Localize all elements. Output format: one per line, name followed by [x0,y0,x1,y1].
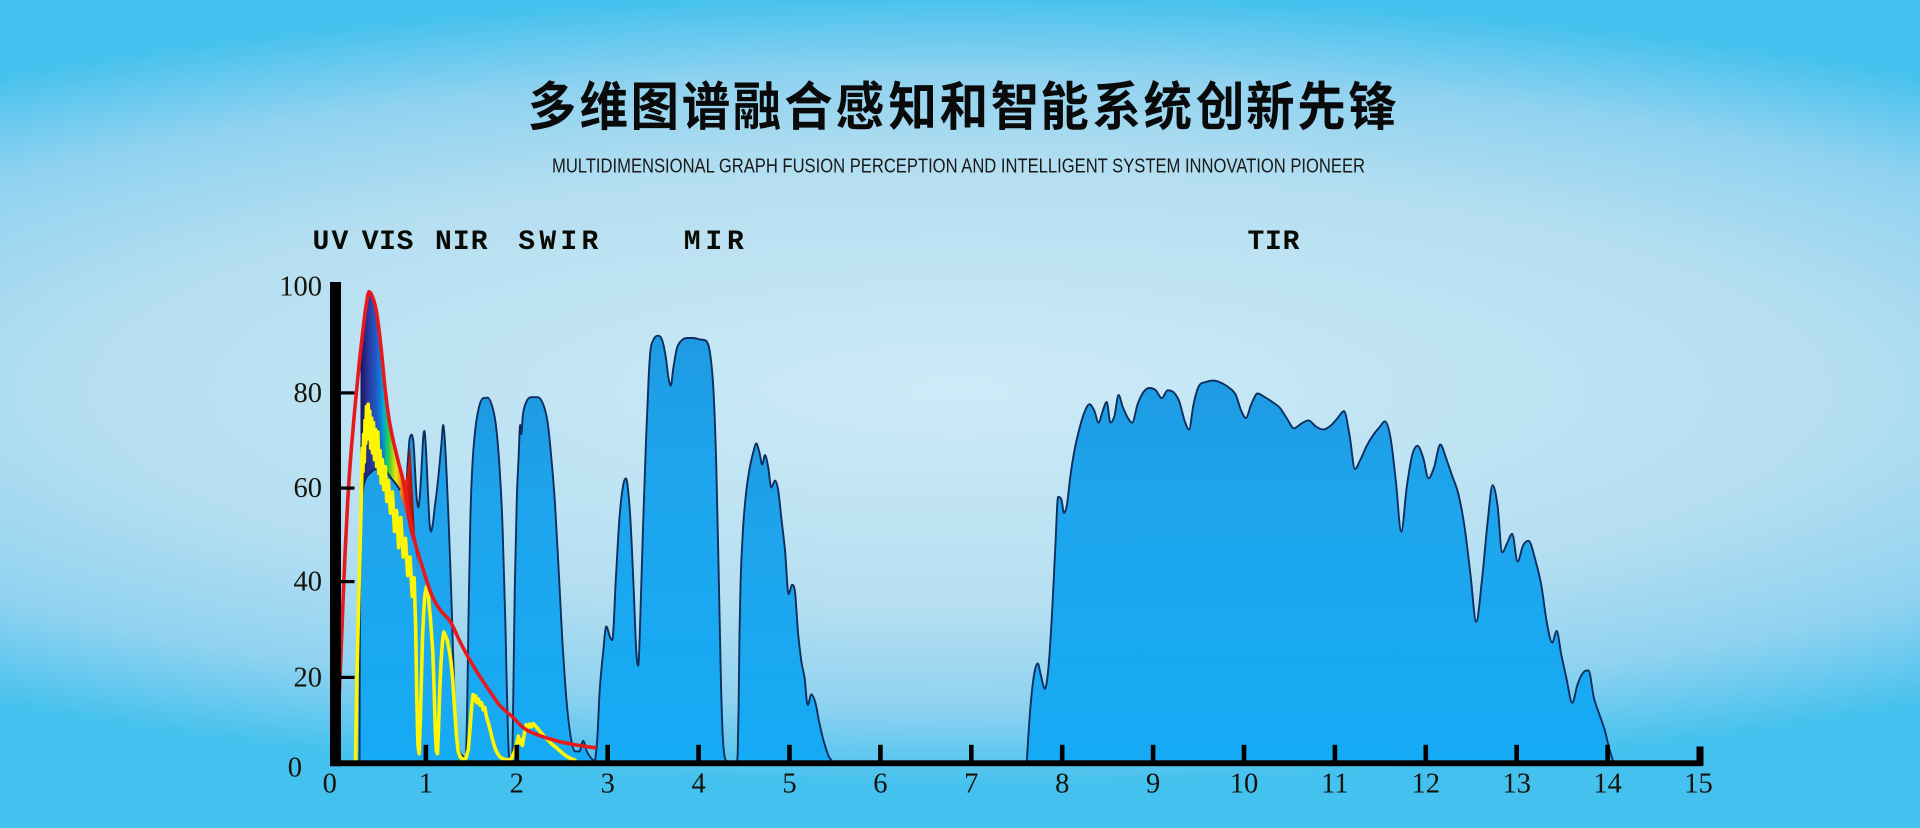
svg-text:VIS: VIS [362,227,414,258]
svg-text:0: 0 [323,769,337,800]
svg-text:8: 8 [1055,769,1069,800]
svg-text:40: 40 [294,567,323,598]
svg-text:15: 15 [1684,769,1713,800]
svg-text:14: 14 [1593,769,1622,800]
svg-text:5: 5 [782,769,796,800]
svg-text:TIR: TIR [1248,227,1300,258]
svg-text:MIR: MIR [684,227,744,258]
svg-text:100: 100 [279,272,322,303]
svg-text:2: 2 [510,769,524,800]
svg-text:13: 13 [1502,769,1531,800]
svg-text:80: 80 [294,378,323,409]
svg-text:1: 1 [419,769,433,800]
svg-text:60: 60 [294,473,323,504]
svg-text:NIR: NIR [435,227,488,258]
svg-text:20: 20 [294,662,323,693]
svg-text:9: 9 [1146,769,1160,800]
svg-text:10: 10 [1230,769,1259,800]
svg-text:11: 11 [1321,769,1348,800]
svg-text:12: 12 [1412,769,1441,800]
svg-text:3: 3 [601,769,615,800]
svg-text:4: 4 [691,769,705,800]
svg-text:7: 7 [964,769,978,800]
svg-text:0: 0 [288,753,302,784]
svg-text:MULTIDIMENSIONAL GRAPH FUSION: MULTIDIMENSIONAL GRAPH FUSION PERCEPTION… [552,155,1365,177]
svg-text:6: 6 [873,769,887,800]
